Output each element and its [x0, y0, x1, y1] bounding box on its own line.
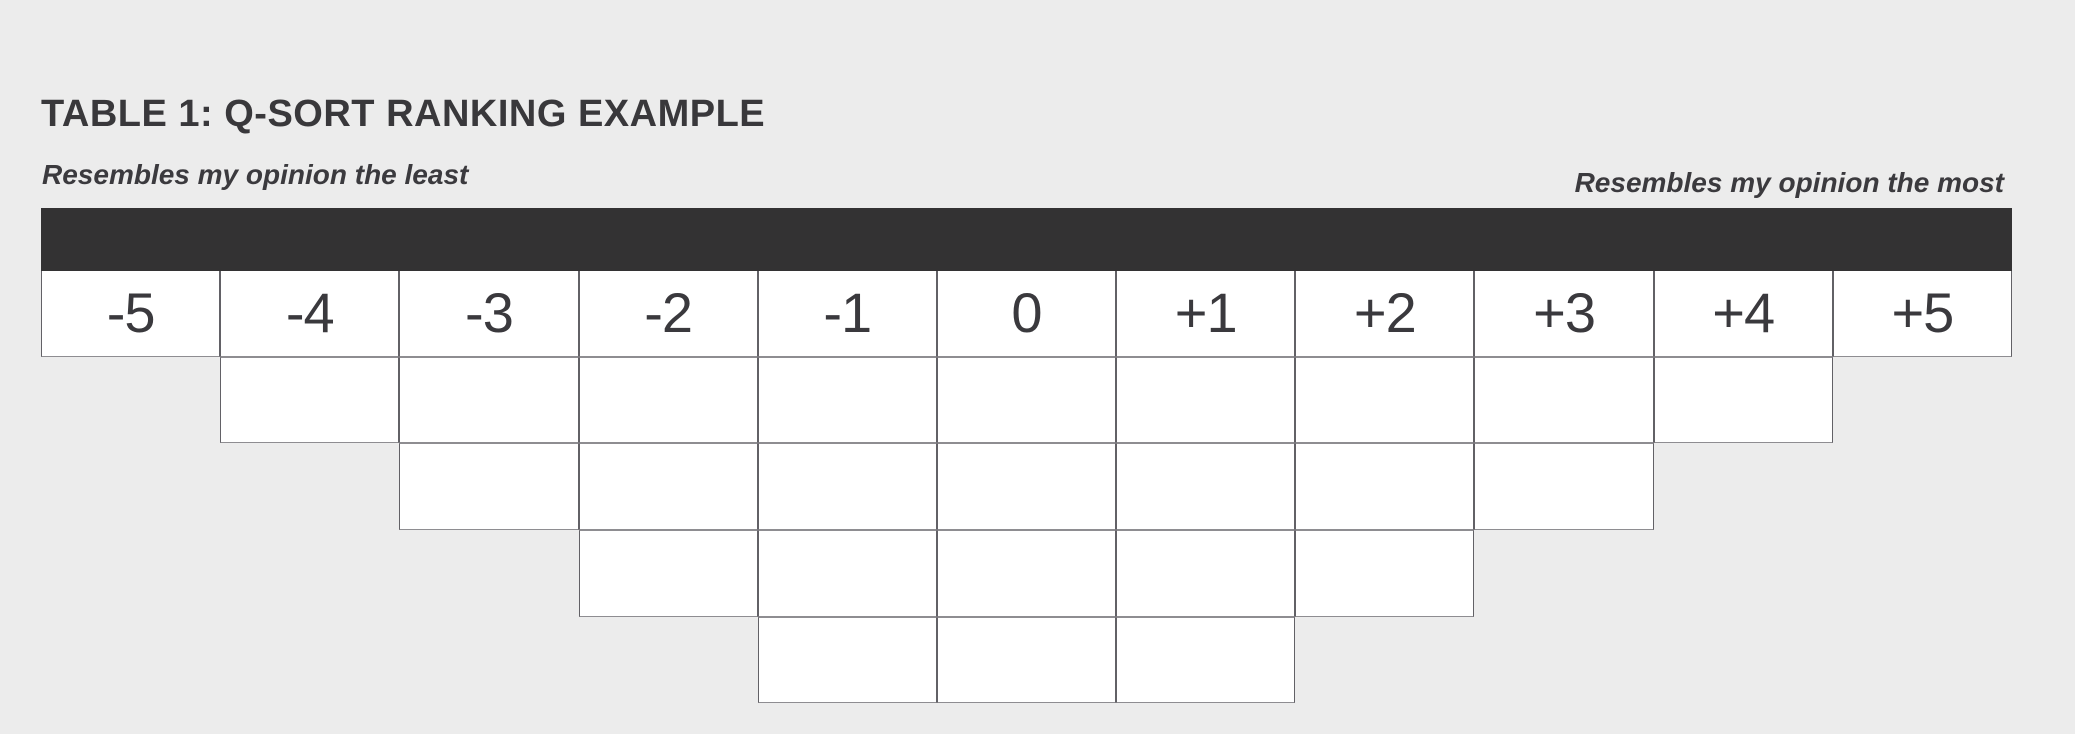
rank-label: +4: [1712, 281, 1775, 344]
sort-slot-cell: [936, 617, 1117, 703]
rank-header-cell: +2: [1295, 271, 1475, 357]
rank-label: -2: [644, 281, 693, 344]
sort-slot-cell: [757, 357, 937, 443]
sort-slot-cell: [399, 357, 579, 443]
sort-slot-cell: [1295, 357, 1475, 443]
header-bar: [41, 208, 2012, 271]
rank-header-cell: +4: [1653, 271, 1833, 357]
rank-label: +1: [1174, 281, 1238, 344]
sort-slot-cell: [399, 443, 579, 530]
sort-slot-cell: [757, 530, 937, 617]
rank-label: -1: [823, 281, 872, 344]
rank-label: +3: [1533, 281, 1596, 344]
rank-label: +2: [1353, 281, 1417, 344]
rank-header-cell: -4: [220, 271, 400, 357]
rank-header-cell: -5: [41, 271, 221, 357]
sort-slot-cell: [1474, 357, 1654, 443]
rank-header-cell: -3: [399, 271, 579, 357]
sort-slot-cell: [936, 443, 1117, 530]
rank-header-cell: +5: [1832, 271, 2012, 357]
caption-resembles-most: Resembles my opinion the most: [1574, 167, 2004, 198]
sort-slot-cell: [1116, 617, 1296, 703]
sort-slot-cell: [1295, 443, 1475, 530]
sort-slot-cell: [1295, 530, 1475, 617]
sort-slot-cell: [757, 617, 937, 703]
rank-label: +5: [1891, 281, 1954, 344]
sort-slot-cell: [1116, 443, 1296, 530]
rank-label: 0: [1011, 281, 1042, 344]
sort-slot-cell: [1653, 357, 1833, 443]
sort-slot-cell: [578, 530, 758, 617]
qsort-grid: -5 -4 -3 -2 -1 0 +1 +2 +3 +4 +5: [41, 271, 2012, 704]
rank-label: -4: [285, 281, 335, 344]
sort-slot-cell: [936, 357, 1117, 443]
sort-slot-cell: [220, 357, 400, 443]
caption-resembles-least: Resembles my opinion the least: [42, 159, 469, 190]
rank-header-cell: -2: [578, 271, 758, 357]
rank-header-cell: +3: [1474, 271, 1654, 357]
rank-header-cell: -1: [757, 271, 937, 357]
rank-label: -5: [106, 281, 156, 344]
sort-slot-cell: [757, 443, 937, 530]
sort-slot-cell: [578, 357, 758, 443]
sort-slot-cell: [1474, 443, 1654, 530]
sort-slot-cell: [578, 443, 758, 530]
rank-header-cell: +1: [1116, 271, 1296, 357]
table-title: TABLE 1: Q-SORT RANKING EXAMPLE: [41, 93, 766, 135]
sort-slot-cell: [936, 530, 1117, 617]
sort-slot-cell: [1116, 357, 1296, 443]
sort-slot-cell: [1116, 530, 1296, 617]
rank-header-cell: 0: [936, 271, 1117, 357]
rank-label: -3: [465, 281, 514, 344]
